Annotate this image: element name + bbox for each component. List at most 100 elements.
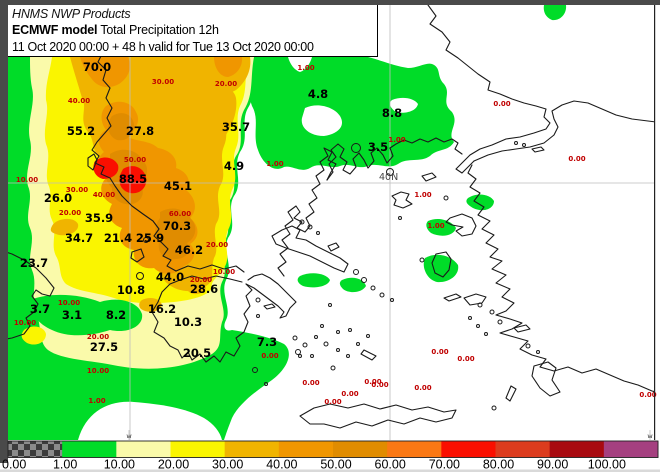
colorbar-tick-label: 20.00 bbox=[158, 458, 189, 472]
contour-label: 0.00 bbox=[493, 100, 510, 108]
contour-label: 1.00 bbox=[388, 136, 405, 144]
coastline-path bbox=[271, 225, 349, 273]
station-max-value: 34.7 bbox=[65, 231, 93, 245]
contour-label: 20.00 bbox=[59, 209, 81, 217]
island-dot bbox=[514, 141, 518, 145]
island-dot bbox=[477, 302, 483, 308]
island-dot bbox=[390, 298, 394, 302]
meridian-tick-labels: ᴡᴡ bbox=[126, 430, 653, 440]
contour-label: 10.00 bbox=[16, 176, 38, 184]
island-dot bbox=[351, 143, 361, 153]
colorbar-cell bbox=[224, 441, 280, 458]
contour-label: 1.00 bbox=[266, 160, 283, 168]
precip-region-orange bbox=[214, 57, 243, 77]
contour-label: 10.00 bbox=[87, 367, 109, 375]
colorbar-tick-label: 80.00 bbox=[483, 458, 514, 472]
colorbar-cell bbox=[170, 441, 226, 458]
precip-region-gold bbox=[187, 281, 206, 295]
colorbar-cell bbox=[387, 441, 442, 458]
title-block: HNMS NWP Products ECMWF model Total Prec… bbox=[8, 5, 378, 57]
coastline-path bbox=[326, 137, 463, 181]
precip-region-gold bbox=[139, 297, 162, 312]
station-max-value: 70.3 bbox=[163, 219, 191, 233]
station-max-value: 35.7 bbox=[222, 120, 250, 134]
island-dot bbox=[302, 342, 308, 348]
station-max-value: 70.0 bbox=[83, 60, 111, 74]
parameter-name: Total Precipitation 12h bbox=[97, 23, 219, 37]
precip-region-green bbox=[466, 194, 494, 211]
coastline-path bbox=[505, 385, 517, 402]
island-dot bbox=[419, 257, 425, 263]
contour-label: 0.00 bbox=[261, 352, 278, 360]
precip-region-green bbox=[29, 294, 143, 336]
island-dot bbox=[255, 297, 261, 303]
station-max-value: 4.8 bbox=[308, 87, 328, 101]
contour-label: 20.00 bbox=[215, 80, 237, 88]
coastline-path bbox=[443, 293, 462, 302]
contour-label: 10.00 bbox=[213, 268, 235, 276]
station-max-value-labels: 70.0 55.2 27.8 88.5 45.1 26.0 35.9 35.7 4.9 4.8 8.… bbox=[20, 60, 402, 360]
station-max-value: 3.5 bbox=[368, 140, 388, 154]
graticule bbox=[8, 5, 654, 440]
precip-region-green bbox=[339, 277, 366, 293]
station-max-value: 8.2 bbox=[106, 308, 126, 322]
island-dot bbox=[491, 405, 497, 411]
coastline-path bbox=[130, 248, 145, 263]
precip-region-amber bbox=[108, 113, 135, 141]
island-dot bbox=[468, 316, 472, 320]
island-dot bbox=[353, 269, 359, 275]
precip-region-gold bbox=[205, 87, 237, 143]
coastline-path bbox=[151, 275, 253, 363]
bottom-border-strip bbox=[0, 469, 660, 472]
colorbar-tick-labels: 0.00 1.00 10.00 20.00 30.00 40.00 50.00 60.00 70… bbox=[2, 458, 626, 472]
latitude-label: 40N bbox=[379, 172, 398, 183]
contour-label: 20.00 bbox=[190, 276, 212, 284]
contour-label: 40.00 bbox=[68, 97, 90, 105]
contour-label: 0.00 bbox=[639, 391, 656, 399]
station-max-value: 44.0 bbox=[156, 270, 184, 284]
island-dot bbox=[346, 354, 350, 358]
island-dot bbox=[295, 349, 301, 355]
station-max-value: 16.2 bbox=[148, 302, 176, 316]
station-max-value: 21.4 bbox=[104, 231, 132, 245]
island-dot bbox=[320, 324, 324, 328]
island-dot bbox=[299, 219, 305, 225]
island-dot bbox=[522, 143, 526, 147]
coastline-path bbox=[245, 273, 297, 319]
island-dot bbox=[264, 382, 268, 386]
contour-label: 0.00 bbox=[341, 390, 358, 398]
island-dot bbox=[136, 272, 144, 280]
model-line: ECMWF model Total Precipitation 12h bbox=[12, 22, 377, 39]
station-max-value: 28.6 bbox=[190, 282, 218, 296]
station-max-value: 55.2 bbox=[67, 124, 95, 138]
colorbar-tick-label: 30.00 bbox=[212, 458, 243, 472]
island-dot bbox=[361, 277, 367, 283]
station-max-value: 3.1 bbox=[62, 308, 82, 322]
precip-region-green bbox=[543, 5, 567, 21]
contour-label: 1.00 bbox=[88, 397, 105, 405]
colorbar-tick-label: 10.00 bbox=[104, 458, 135, 472]
contour-label: 0.00 bbox=[457, 355, 474, 363]
precip-region-green bbox=[297, 273, 330, 288]
island-dot bbox=[525, 343, 531, 349]
coastline-path bbox=[431, 251, 452, 278]
contour-label: 0.00 bbox=[568, 155, 585, 163]
island-dot bbox=[443, 195, 449, 201]
coastline-path bbox=[360, 349, 377, 361]
contour-label: 20.00 bbox=[206, 241, 228, 249]
left-border-strip bbox=[0, 0, 8, 463]
precip-region-red bbox=[93, 157, 119, 179]
coastline-path bbox=[421, 172, 437, 182]
island-dot bbox=[307, 224, 313, 230]
island-dot bbox=[314, 335, 318, 339]
island-dot bbox=[386, 168, 394, 176]
station-max-value: 4.9 bbox=[224, 159, 244, 173]
coastline-path bbox=[463, 293, 487, 306]
colorbar-tick-label: 1.00 bbox=[53, 458, 77, 472]
contour-label: 30.00 bbox=[152, 78, 174, 86]
station-max-value: 27.8 bbox=[126, 124, 154, 138]
contour-label: 1.00 bbox=[414, 191, 431, 199]
colorbar-tick-label: 50.00 bbox=[320, 458, 351, 472]
island-dot bbox=[330, 365, 336, 371]
